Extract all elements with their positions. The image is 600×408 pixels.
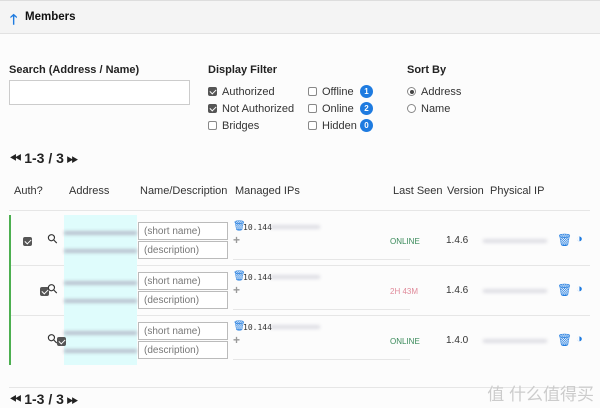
count-badge: 1 [360, 85, 373, 98]
description-input[interactable]: (description) [138, 341, 228, 359]
add-ip-icon[interactable]: + [233, 283, 241, 297]
address-cell[interactable] [64, 215, 137, 265]
address-cell[interactable] [64, 265, 137, 315]
sort-by-label: Sort By [407, 64, 447, 76]
filter-online[interactable]: Online [308, 103, 354, 115]
search-input[interactable] [9, 80, 190, 105]
last-page-icon[interactable]: ⏩︎ [66, 391, 79, 407]
address-cell[interactable] [64, 315, 137, 365]
trash-icon[interactable]: 🗑 [233, 271, 246, 282]
auth-checkbox[interactable] [40, 287, 50, 296]
arrow-up-icon: 🡑 [10, 11, 18, 27]
first-page-icon[interactable]: ⏪︎ [10, 150, 22, 166]
column-header: Name/Description [140, 185, 228, 197]
checkbox[interactable] [308, 121, 317, 130]
auth-checkbox[interactable] [57, 337, 67, 346]
delete-member-icon[interactable]: 🗑 [557, 233, 573, 247]
short-name-input[interactable]: (short name) [138, 322, 228, 340]
pager-bottom: ⏪︎ 1-3 / 3 ⏩︎ [10, 391, 79, 407]
checkbox[interactable] [208, 87, 217, 96]
last-seen: ONLINE [390, 237, 420, 246]
count-badge: 0 [360, 119, 373, 132]
delete-member-icon[interactable]: 🗑 [557, 283, 573, 297]
column-header: Last Seen [393, 185, 443, 197]
managed-ip: 10.144 [243, 273, 272, 282]
add-ip-icon[interactable]: + [233, 333, 241, 347]
filter-bridges[interactable]: Bridges [208, 120, 259, 132]
radio[interactable] [407, 87, 416, 96]
display-filter-label: Display Filter [208, 64, 278, 76]
filter-offline[interactable]: Offline [308, 86, 354, 98]
version: 1.4.6 [446, 285, 469, 296]
sort-address[interactable]: Address [407, 86, 461, 98]
trash-icon[interactable]: 🗑 [233, 221, 246, 232]
checkbox[interactable] [208, 104, 217, 113]
hide-eye-icon[interactable]: ◑ [576, 283, 583, 295]
table-row [9, 265, 590, 315]
pager-top: ⏪︎ 1-3 / 3 ⏩︎ [10, 150, 79, 166]
filter-hidden[interactable]: Hidden [308, 120, 357, 132]
column-header: Managed IPs [235, 185, 300, 197]
table-row [9, 315, 590, 365]
sort-name[interactable]: Name [407, 103, 450, 115]
filter-authorized[interactable]: Authorized [208, 86, 275, 98]
add-ip-icon[interactable]: + [233, 233, 241, 247]
column-header: Auth? [14, 185, 43, 197]
count-badge: 2 [360, 102, 373, 115]
version: 1.4.6 [446, 235, 469, 246]
search-label: Search (Address / Name) [9, 64, 140, 76]
description-input[interactable]: (description) [138, 291, 228, 309]
page-title: Members [25, 11, 76, 23]
first-page-icon[interactable]: ⏪︎ [10, 391, 22, 407]
auth-checkbox[interactable] [23, 237, 32, 246]
short-name-input[interactable]: (short name) [138, 222, 228, 240]
managed-ip: 10.144 [243, 323, 272, 332]
hide-eye-icon[interactable]: ◑ [576, 333, 583, 345]
last-seen: ONLINE [390, 337, 420, 346]
version: 1.4.0 [446, 335, 469, 346]
trash-icon[interactable]: 🗑 [233, 321, 246, 332]
members-header[interactable]: 🡑 Members [0, 0, 600, 34]
checkbox[interactable] [208, 121, 217, 130]
delete-member-icon[interactable]: 🗑 [557, 333, 573, 347]
checkbox[interactable] [308, 87, 317, 96]
column-header: Version [447, 185, 484, 197]
checkbox[interactable] [308, 104, 317, 113]
watermark-logo: 值 什么值得买 [487, 385, 594, 404]
last-page-icon[interactable]: ⏩︎ [66, 150, 79, 166]
description-input[interactable]: (description) [138, 241, 228, 259]
hide-eye-icon[interactable]: ◑ [576, 233, 583, 245]
filter-not-authorized[interactable]: Not Authorized [208, 103, 294, 115]
table-row [9, 215, 590, 265]
column-header: Physical IP [490, 185, 545, 197]
managed-ip: 10.144 [243, 223, 272, 232]
short-name-input[interactable]: (short name) [138, 272, 228, 290]
last-seen: 2H 43M [390, 287, 419, 296]
column-header: Address [69, 185, 110, 197]
radio[interactable] [407, 104, 416, 113]
